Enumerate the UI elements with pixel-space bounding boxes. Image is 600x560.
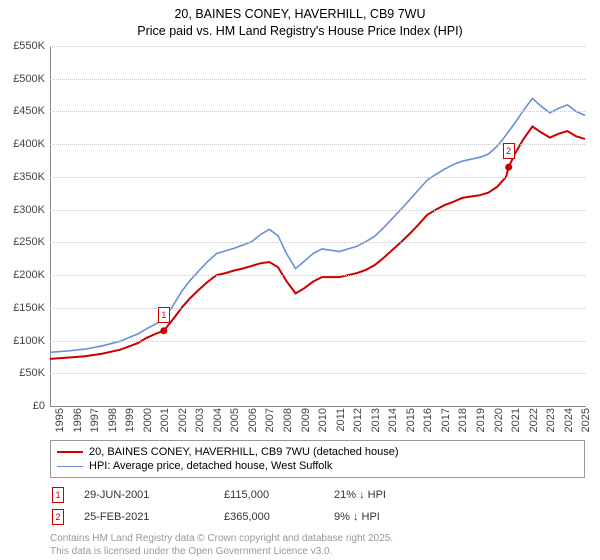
- footer: Contains HM Land Registry data © Crown c…: [50, 533, 393, 558]
- sale-delta: 21% ↓ HPI: [334, 489, 585, 501]
- sale-marker: 2: [503, 143, 515, 159]
- x-tick-label: 2012: [352, 408, 364, 432]
- x-tick-label: 2025: [580, 408, 592, 432]
- sale-point: [505, 164, 512, 171]
- x-tick-label: 2010: [317, 408, 329, 432]
- x-tick-label: 2023: [545, 408, 557, 432]
- y-tick-label: £550K: [0, 40, 45, 52]
- series-line: [50, 98, 585, 352]
- x-tick-label: 1996: [72, 408, 84, 432]
- y-tick-label: £300K: [0, 204, 45, 216]
- sale-marker: 1: [158, 307, 170, 323]
- x-tick-label: 2016: [422, 408, 434, 432]
- chart-area: £0£50K£100K£150K£200K£250K£300K£350K£400…: [50, 46, 585, 406]
- x-tick-label: 2000: [142, 408, 154, 432]
- legend: 20, BAINES CONEY, HAVERHILL, CB9 7WU (de…: [50, 440, 585, 478]
- footer-line1: Contains HM Land Registry data © Crown c…: [50, 533, 393, 546]
- x-tick-label: 2020: [493, 408, 505, 432]
- gridline: [50, 373, 585, 374]
- x-tick-label: 2009: [300, 408, 312, 432]
- title-block: 20, BAINES CONEY, HAVERHILL, CB9 7WU Pri…: [0, 0, 600, 40]
- x-tick-label: 2024: [563, 408, 575, 432]
- legend-label: HPI: Average price, detached house, West…: [89, 460, 332, 472]
- legend-swatch: [57, 451, 83, 453]
- y-tick-label: £150K: [0, 302, 45, 314]
- x-tick-label: 2006: [247, 408, 259, 432]
- sale-price: £115,000: [224, 489, 334, 501]
- y-tick-label: £250K: [0, 236, 45, 248]
- y-tick-label: £350K: [0, 171, 45, 183]
- x-tick-label: 2001: [159, 408, 171, 432]
- sale-row: 2 25-FEB-2021£365,0009% ↓ HPI: [50, 506, 585, 528]
- y-tick-label: £50K: [0, 367, 45, 379]
- x-tick-label: 2018: [457, 408, 469, 432]
- sale-row-marker: 2: [52, 509, 64, 525]
- x-tick-label: 2019: [475, 408, 487, 432]
- x-tick-label: 2005: [229, 408, 241, 432]
- y-tick-label: £200K: [0, 269, 45, 281]
- sales-table: 1 29-JUN-2001£115,00021% ↓ HPI 2 25-FEB-202…: [50, 484, 585, 528]
- sale-date: 25-FEB-2021: [84, 511, 224, 523]
- title-line2: Price paid vs. HM Land Registry's House …: [0, 23, 600, 40]
- x-tick-label: 2013: [370, 408, 382, 432]
- sale-price: £365,000: [224, 511, 334, 523]
- gridline: [50, 111, 585, 112]
- gridline: [50, 242, 585, 243]
- gridline: [50, 177, 585, 178]
- gridline: [50, 79, 585, 80]
- legend-row: HPI: Average price, detached house, West…: [57, 459, 578, 473]
- sale-date: 29-JUN-2001: [84, 489, 224, 501]
- sale-delta: 9% ↓ HPI: [334, 511, 585, 523]
- x-tick-label: 2008: [282, 408, 294, 432]
- x-tick-label: 2004: [212, 408, 224, 432]
- x-tick-label: 2007: [264, 408, 276, 432]
- chart-svg: [50, 46, 585, 406]
- x-tick-label: 1997: [89, 408, 101, 432]
- y-tick-label: £500K: [0, 73, 45, 85]
- chart-container: 20, BAINES CONEY, HAVERHILL, CB9 7WU Pri…: [0, 0, 600, 560]
- sale-row: 1 29-JUN-2001£115,00021% ↓ HPI: [50, 484, 585, 506]
- y-tick-label: £100K: [0, 335, 45, 347]
- x-tick-label: 2017: [440, 408, 452, 432]
- y-tick-label: £0: [0, 400, 45, 412]
- legend-row: 20, BAINES CONEY, HAVERHILL, CB9 7WU (de…: [57, 445, 578, 459]
- x-tick-label: 2002: [177, 408, 189, 432]
- sale-point: [160, 327, 167, 334]
- x-tick-label: 2011: [335, 408, 347, 432]
- x-tick-label: 1995: [54, 408, 66, 432]
- footer-line2: This data is licensed under the Open Gov…: [50, 546, 393, 559]
- legend-swatch: [57, 466, 83, 467]
- x-tick-label: 2022: [528, 408, 540, 432]
- gridline: [50, 341, 585, 342]
- gridline: [50, 46, 585, 47]
- legend-label: 20, BAINES CONEY, HAVERHILL, CB9 7WU (de…: [89, 446, 399, 458]
- x-tick-label: 2003: [194, 408, 206, 432]
- y-tick-label: £450K: [0, 105, 45, 117]
- x-tick-label: 1998: [107, 408, 119, 432]
- gridline: [50, 210, 585, 211]
- x-tick-label: 1999: [124, 408, 136, 432]
- x-tick-label: 2015: [405, 408, 417, 432]
- x-tick-label: 2021: [510, 408, 522, 432]
- x-tick-label: 2014: [387, 408, 399, 432]
- title-line1: 20, BAINES CONEY, HAVERHILL, CB9 7WU: [0, 6, 600, 23]
- gridline: [50, 275, 585, 276]
- y-tick-label: £400K: [0, 138, 45, 150]
- gridline: [50, 308, 585, 309]
- sale-row-marker: 1: [52, 487, 64, 503]
